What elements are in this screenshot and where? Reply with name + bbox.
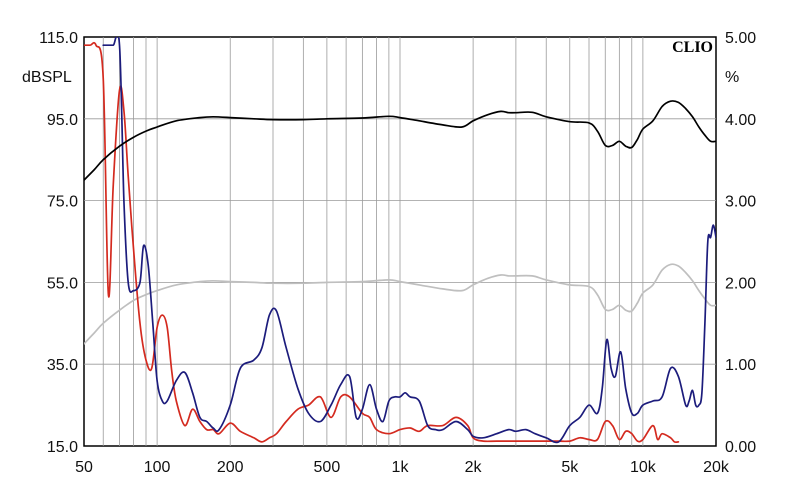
y-tick-label: 15.0: [47, 439, 78, 456]
x-tick-label: 100: [144, 459, 171, 476]
series-line: [84, 263, 716, 345]
x-tick-label: 1k: [392, 459, 410, 476]
y-tick-label: 75.0: [47, 194, 78, 211]
y-tick-label: 95.0: [47, 112, 78, 129]
y2-tick-label: 2.00: [725, 275, 756, 292]
y-tick-label: 55.0: [47, 275, 78, 292]
x-tick-label: 500: [314, 459, 341, 476]
x-tick-label: 50: [75, 459, 93, 476]
x-tick-label: 5k: [561, 459, 579, 476]
y2-tick-label: 4.00: [725, 112, 756, 129]
x-tick-label: 20k: [703, 459, 730, 476]
y2-tick-label: 5.00: [725, 30, 756, 47]
brand-label: CLIO: [672, 39, 713, 56]
x-tick-label: 10k: [630, 459, 657, 476]
y-tick-label: 35.0: [47, 357, 78, 374]
y2-axis-label: %: [725, 69, 739, 86]
y2-tick-label: 1.00: [725, 357, 756, 374]
y2-tick-label: 3.00: [725, 194, 756, 211]
y-tick-label: 115.0: [39, 30, 78, 47]
y-axis-label: dBSPL: [22, 69, 72, 86]
series-line: [102, 37, 716, 444]
x-tick-label: 2k: [465, 459, 483, 476]
tick-labels: 50 100 200 500 1k 2k 5k 10k 20k 15.0 35.0 55.0 75.0 9…: [39, 30, 756, 476]
series-line: [84, 41, 680, 444]
x-tick-label: 200: [217, 459, 244, 476]
series-line: [84, 100, 716, 181]
y2-tick-label: 0.00: [725, 439, 756, 456]
series-group: [84, 37, 716, 444]
